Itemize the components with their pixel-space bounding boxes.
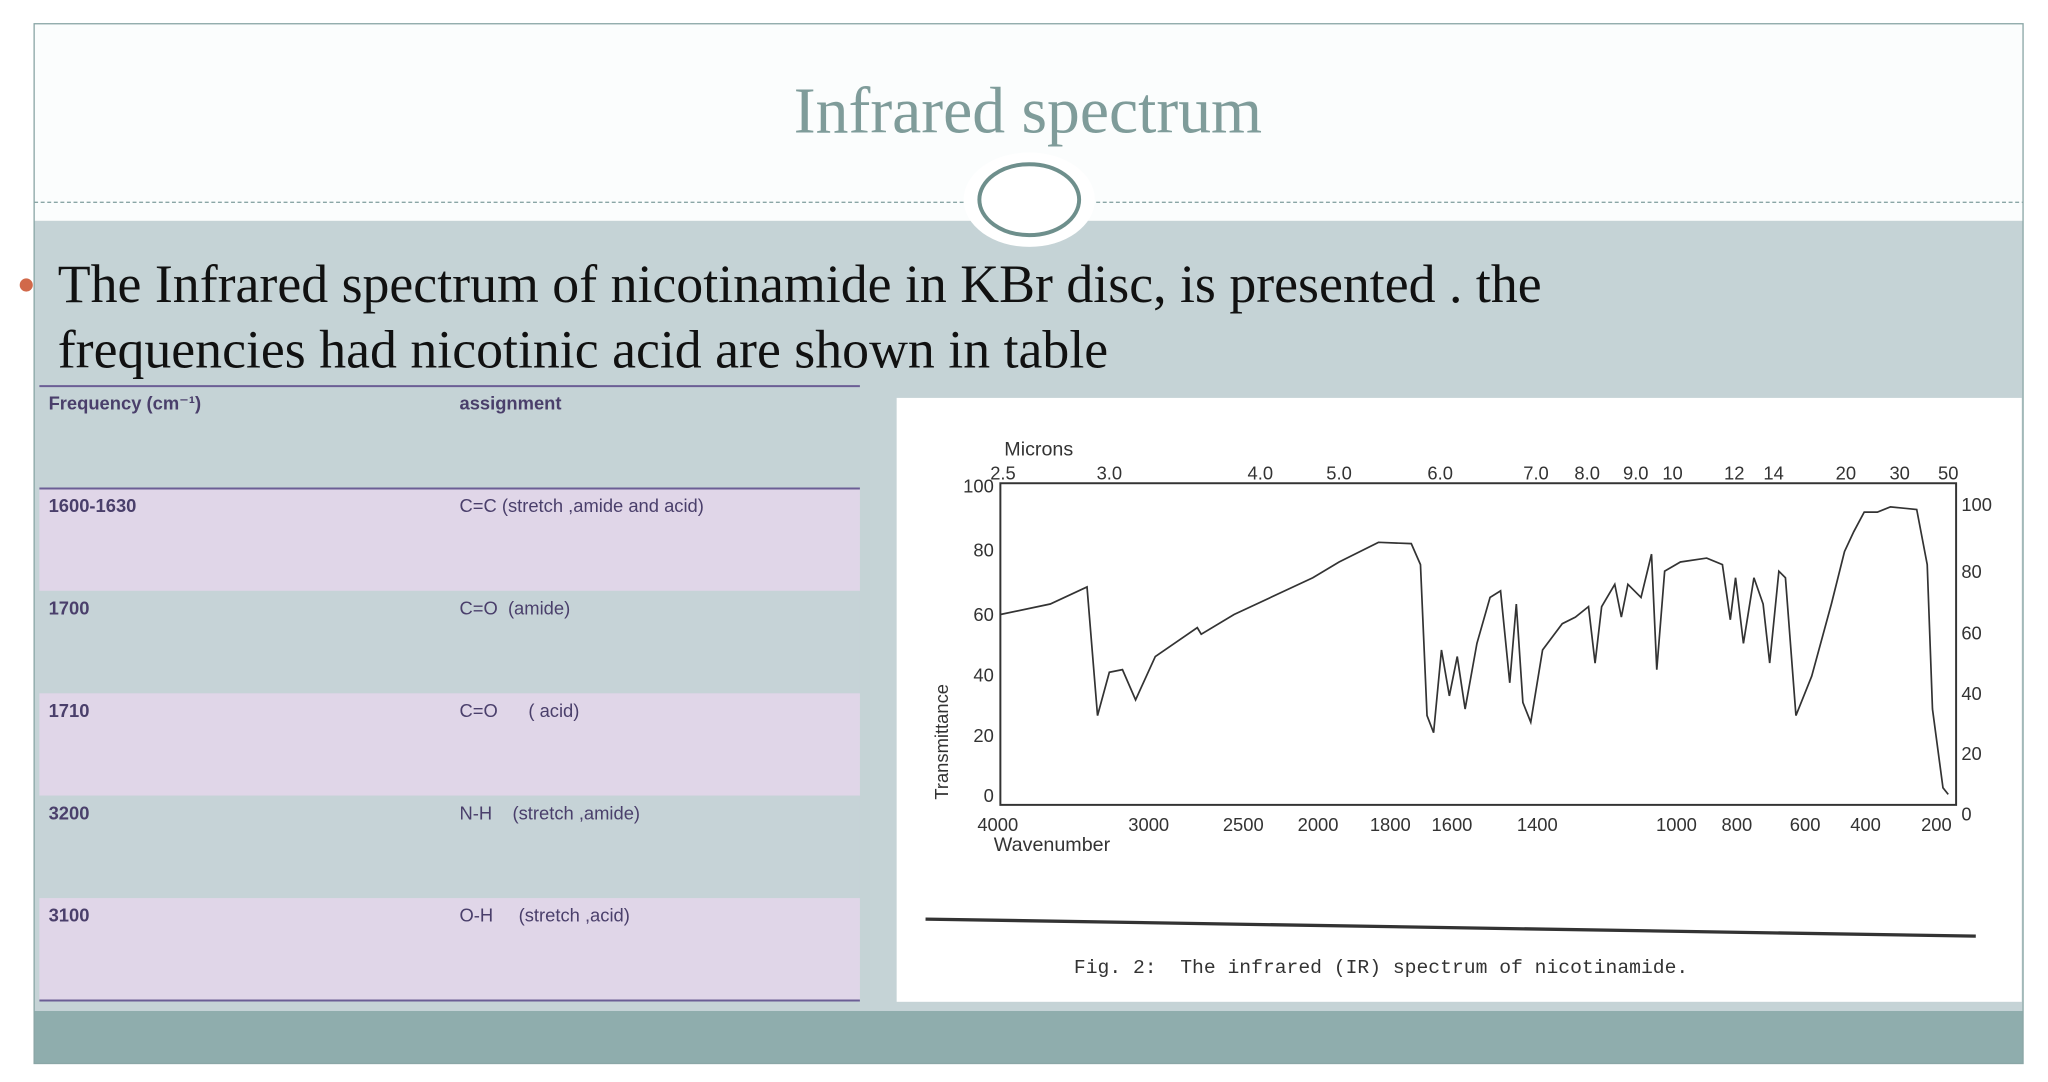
wavenumber-tick-label: 1000 (1656, 814, 1697, 835)
microns-tick-label: 7.0 (1523, 462, 1549, 483)
table: Frequency (cm⁻¹) assignment 1600-1630 C=C (… (39, 385, 860, 1002)
table-header-cell: Frequency (cm⁻¹) (49, 393, 202, 414)
left-tick-label: 20 (973, 725, 993, 746)
wavenumber-tick-label: 1400 (1517, 814, 1558, 835)
right-tick-label: 40 (1961, 683, 1981, 704)
ornament (977, 162, 1082, 238)
wavenumber-tick-label: 600 (1790, 814, 1821, 835)
table-cell: O-H (stretch ,acid) (459, 905, 629, 926)
table-cell: 3200 (49, 802, 90, 823)
microns-tick-label: 8.0 (1574, 462, 1600, 483)
left-tick-label: 60 (973, 604, 993, 625)
microns-tick-label: 5.0 (1326, 462, 1352, 483)
left-tick-label: 80 (973, 540, 993, 561)
table-cell: 1600-1630 (49, 495, 137, 516)
wavenumber-tick-label: 1800 (1370, 814, 1411, 835)
microns-tick-label: 14 (1763, 462, 1783, 483)
microns-tick-label: 9.0 (1623, 462, 1649, 483)
table-cell: C=O ( acid) (459, 700, 579, 721)
bullet (19, 278, 33, 292)
y-axis-label: Transmittance (931, 684, 952, 800)
table-cell: N-H (stretch ,amide) (459, 802, 640, 823)
wavenumber-tick-label: 3000 (1128, 814, 1169, 835)
table-cell: 3100 (49, 905, 90, 926)
table-header-cell: assignment (459, 393, 561, 414)
right-tick-label: 0 (1961, 804, 1971, 825)
table-cell: C=C (stretch ,amide and acid) (459, 495, 703, 516)
table-row-bg (39, 590, 860, 694)
bullet-text: The Infrared spectrum of nicotinamide in… (58, 254, 1542, 314)
microns-tick-label: 50 (1938, 462, 1958, 483)
table-row-bg (39, 693, 860, 796)
table-cell: C=O (amide) (459, 598, 570, 619)
wavenumber-tick-label: 800 (1722, 814, 1753, 835)
right-tick-label: 100 (1961, 494, 1992, 515)
bottom-band (34, 1010, 2024, 1064)
left-tick-label: 40 (973, 664, 993, 685)
table-cell: 1700 (49, 598, 90, 619)
microns-tick-label: 12 (1724, 462, 1744, 483)
spectrum-curve (1000, 505, 1949, 795)
right-tick-label: 20 (1961, 743, 1981, 764)
wavenumber-tick-label: 200 (1921, 814, 1952, 835)
microns-tick-label: 4.0 (1248, 462, 1274, 483)
bullet-text: frequencies had nicotinic acid are shown… (58, 320, 1108, 380)
figure-caption: Fig. 2: The infrared (IR) spectrum of ni… (1074, 957, 1688, 979)
wavenumber-tick-label: 4000 (977, 814, 1018, 835)
slide-border (33, 23, 2024, 1065)
wavenumber-tick-label: 2000 (1298, 814, 1339, 835)
table-row-bg (39, 898, 860, 1001)
plot-frame (999, 482, 1958, 806)
microns-tick-label: 30 (1889, 462, 1909, 483)
slide-title: Infrared spectrum (794, 76, 1262, 148)
microns-tick-label: 2.5 (990, 462, 1016, 483)
right-tick-label: 60 (1961, 622, 1981, 643)
microns-label: Microns (1004, 439, 1073, 461)
left-tick-label: 100 (963, 475, 994, 496)
microns-tick-label: 3.0 (1097, 462, 1123, 483)
microns-tick-label: 20 (1836, 462, 1856, 483)
right-tick-label: 80 (1961, 561, 1981, 582)
left-tick-label: 0 (984, 785, 994, 806)
microns-tick-label: 6.0 (1427, 462, 1453, 483)
x-axis-label: Wavenumber (994, 834, 1111, 856)
table-row-bg (39, 795, 860, 899)
figure-bg (896, 397, 2022, 1002)
figure-rule (925, 917, 1976, 938)
wavenumber-tick-label: 400 (1850, 814, 1881, 835)
wavenumber-tick-label: 2500 (1223, 814, 1264, 835)
table-row-bg (39, 488, 860, 591)
table-cell: 1710 (49, 700, 90, 721)
wavenumber-tick-label: 1600 (1432, 814, 1473, 835)
ornament-bg (963, 152, 1095, 247)
microns-tick-label: 10 (1662, 462, 1682, 483)
